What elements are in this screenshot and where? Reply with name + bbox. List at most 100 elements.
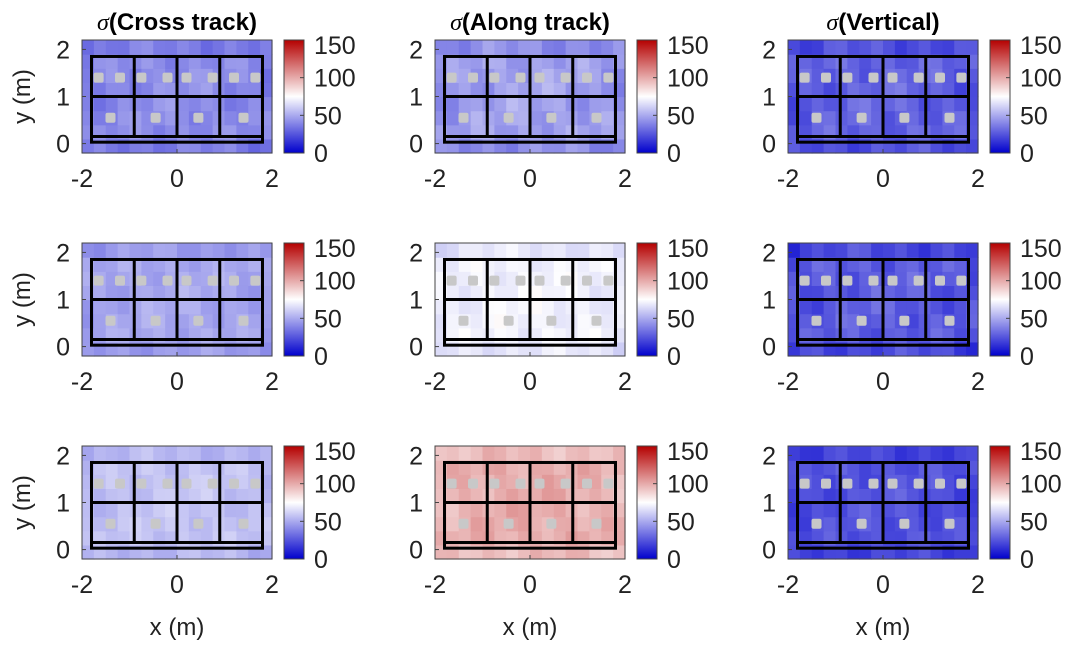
heatmap-cell	[188, 502, 202, 518]
beacon-marker	[560, 275, 571, 286]
heatmap-cell	[93, 243, 107, 258]
heatmap-cell	[577, 502, 590, 518]
heatmap-cell	[248, 446, 261, 461]
heatmap-cell	[212, 243, 226, 258]
heatmap-cell	[883, 516, 896, 532]
heatmap-cell	[577, 446, 590, 461]
heatmap-cell	[930, 488, 943, 504]
heatmap-cell	[847, 285, 860, 301]
heatmap-cell	[942, 68, 955, 83]
heatmap-cell	[906, 40, 920, 55]
heatmap-cell	[153, 285, 166, 301]
heatmap-cell	[589, 68, 602, 83]
colorbar	[283, 242, 305, 357]
heatmap-cell	[553, 96, 567, 112]
heatmap-cell	[577, 110, 590, 126]
heatmap-cell	[894, 271, 908, 286]
heatmap-cell	[954, 502, 967, 518]
colorbar-tick-label: 50	[1020, 305, 1048, 333]
heatmap-cell	[260, 243, 273, 258]
heatmap-cell	[871, 516, 884, 532]
heatmap-cell	[942, 243, 955, 258]
heatmap-cell	[506, 502, 519, 518]
beacon-marker	[899, 112, 910, 123]
heatmap-cell	[129, 446, 142, 461]
heatmap-cell	[518, 243, 531, 258]
heatmap-cell	[200, 96, 214, 112]
x-tick-label: 0	[523, 571, 537, 599]
heatmap-cell	[129, 40, 142, 55]
heatmap-cell	[177, 502, 190, 518]
heatmap-cell	[883, 110, 896, 126]
heatmap-cell	[200, 516, 214, 532]
heatmap-cell	[236, 96, 249, 112]
heatmap-cell	[248, 299, 261, 315]
heatmap-cell	[212, 446, 226, 461]
colorbar	[636, 39, 658, 154]
x-tick-label: 2	[265, 368, 279, 396]
heatmap-cell	[541, 446, 555, 461]
heatmap-cell	[871, 82, 884, 98]
heatmap-cell	[577, 285, 590, 301]
heatmap-cell	[565, 446, 579, 461]
heatmap-cell	[248, 243, 261, 258]
heatmap-cell	[165, 446, 178, 461]
heatmap-cell	[601, 96, 614, 112]
colorbar-tick-label: 100	[667, 268, 709, 296]
colorbar	[636, 242, 658, 357]
heatmap-cell	[553, 516, 567, 532]
beacon-marker	[956, 72, 967, 83]
y-tick-label: 2	[409, 36, 423, 64]
heatmap-cell	[930, 243, 943, 258]
heatmap-cell	[799, 82, 813, 98]
heatmap-cell	[601, 243, 614, 258]
x-tick-label: 0	[523, 165, 537, 193]
y-tick-label: 0	[409, 131, 423, 159]
heatmap-cell	[589, 40, 602, 55]
sigma-symbol: σ	[97, 10, 110, 36]
heatmap-cell	[153, 82, 166, 98]
heatmap-cell	[601, 313, 614, 329]
heatmap-cell	[930, 285, 943, 301]
heatmap-cell	[105, 285, 119, 301]
heatmap-cell	[458, 96, 472, 112]
heatmap-cell	[224, 299, 237, 315]
heatmap-cell	[518, 313, 531, 329]
heatmap-cell	[93, 299, 107, 315]
beacon-marker	[591, 518, 602, 529]
heatmap-cell	[446, 110, 460, 126]
heatmap-cell	[435, 40, 448, 55]
beacon-marker	[489, 478, 500, 489]
heatmap-cell	[859, 82, 872, 98]
x-tick-label: 2	[971, 368, 985, 396]
beacon-marker	[250, 72, 261, 83]
heatmap-cell	[446, 299, 460, 315]
heatmap-cell	[224, 82, 237, 98]
heatmap-cell	[236, 40, 249, 55]
heatmap-cell	[248, 82, 261, 98]
beacon-marker	[105, 112, 116, 123]
beacon-marker	[887, 72, 898, 83]
heatmap-cell	[446, 285, 460, 301]
heatmap-cell	[918, 446, 932, 461]
heatmap-cell	[93, 82, 107, 98]
x-tick-label: -2	[777, 571, 799, 599]
beacon-marker	[193, 315, 204, 326]
heatmap-cell	[165, 488, 178, 504]
heatmap-cell	[458, 243, 472, 258]
heatmap-cell	[930, 502, 943, 518]
heatmap-cell	[553, 110, 567, 126]
y-axis-label: y (m)	[9, 69, 36, 124]
heatmap-cell	[577, 516, 590, 532]
heatmap-cell	[260, 40, 273, 55]
y-tick-label: 0	[56, 131, 70, 159]
heatmap-cell	[954, 285, 967, 301]
heatmap-cell	[577, 299, 590, 315]
colorbar	[989, 242, 1011, 357]
heatmap-cell	[177, 82, 190, 98]
heatmap-cell	[906, 502, 920, 518]
x-tick-label: 2	[265, 571, 279, 599]
heatmap-cell	[894, 285, 908, 301]
beacon-marker	[868, 275, 879, 286]
heatmap-cell	[835, 446, 848, 461]
